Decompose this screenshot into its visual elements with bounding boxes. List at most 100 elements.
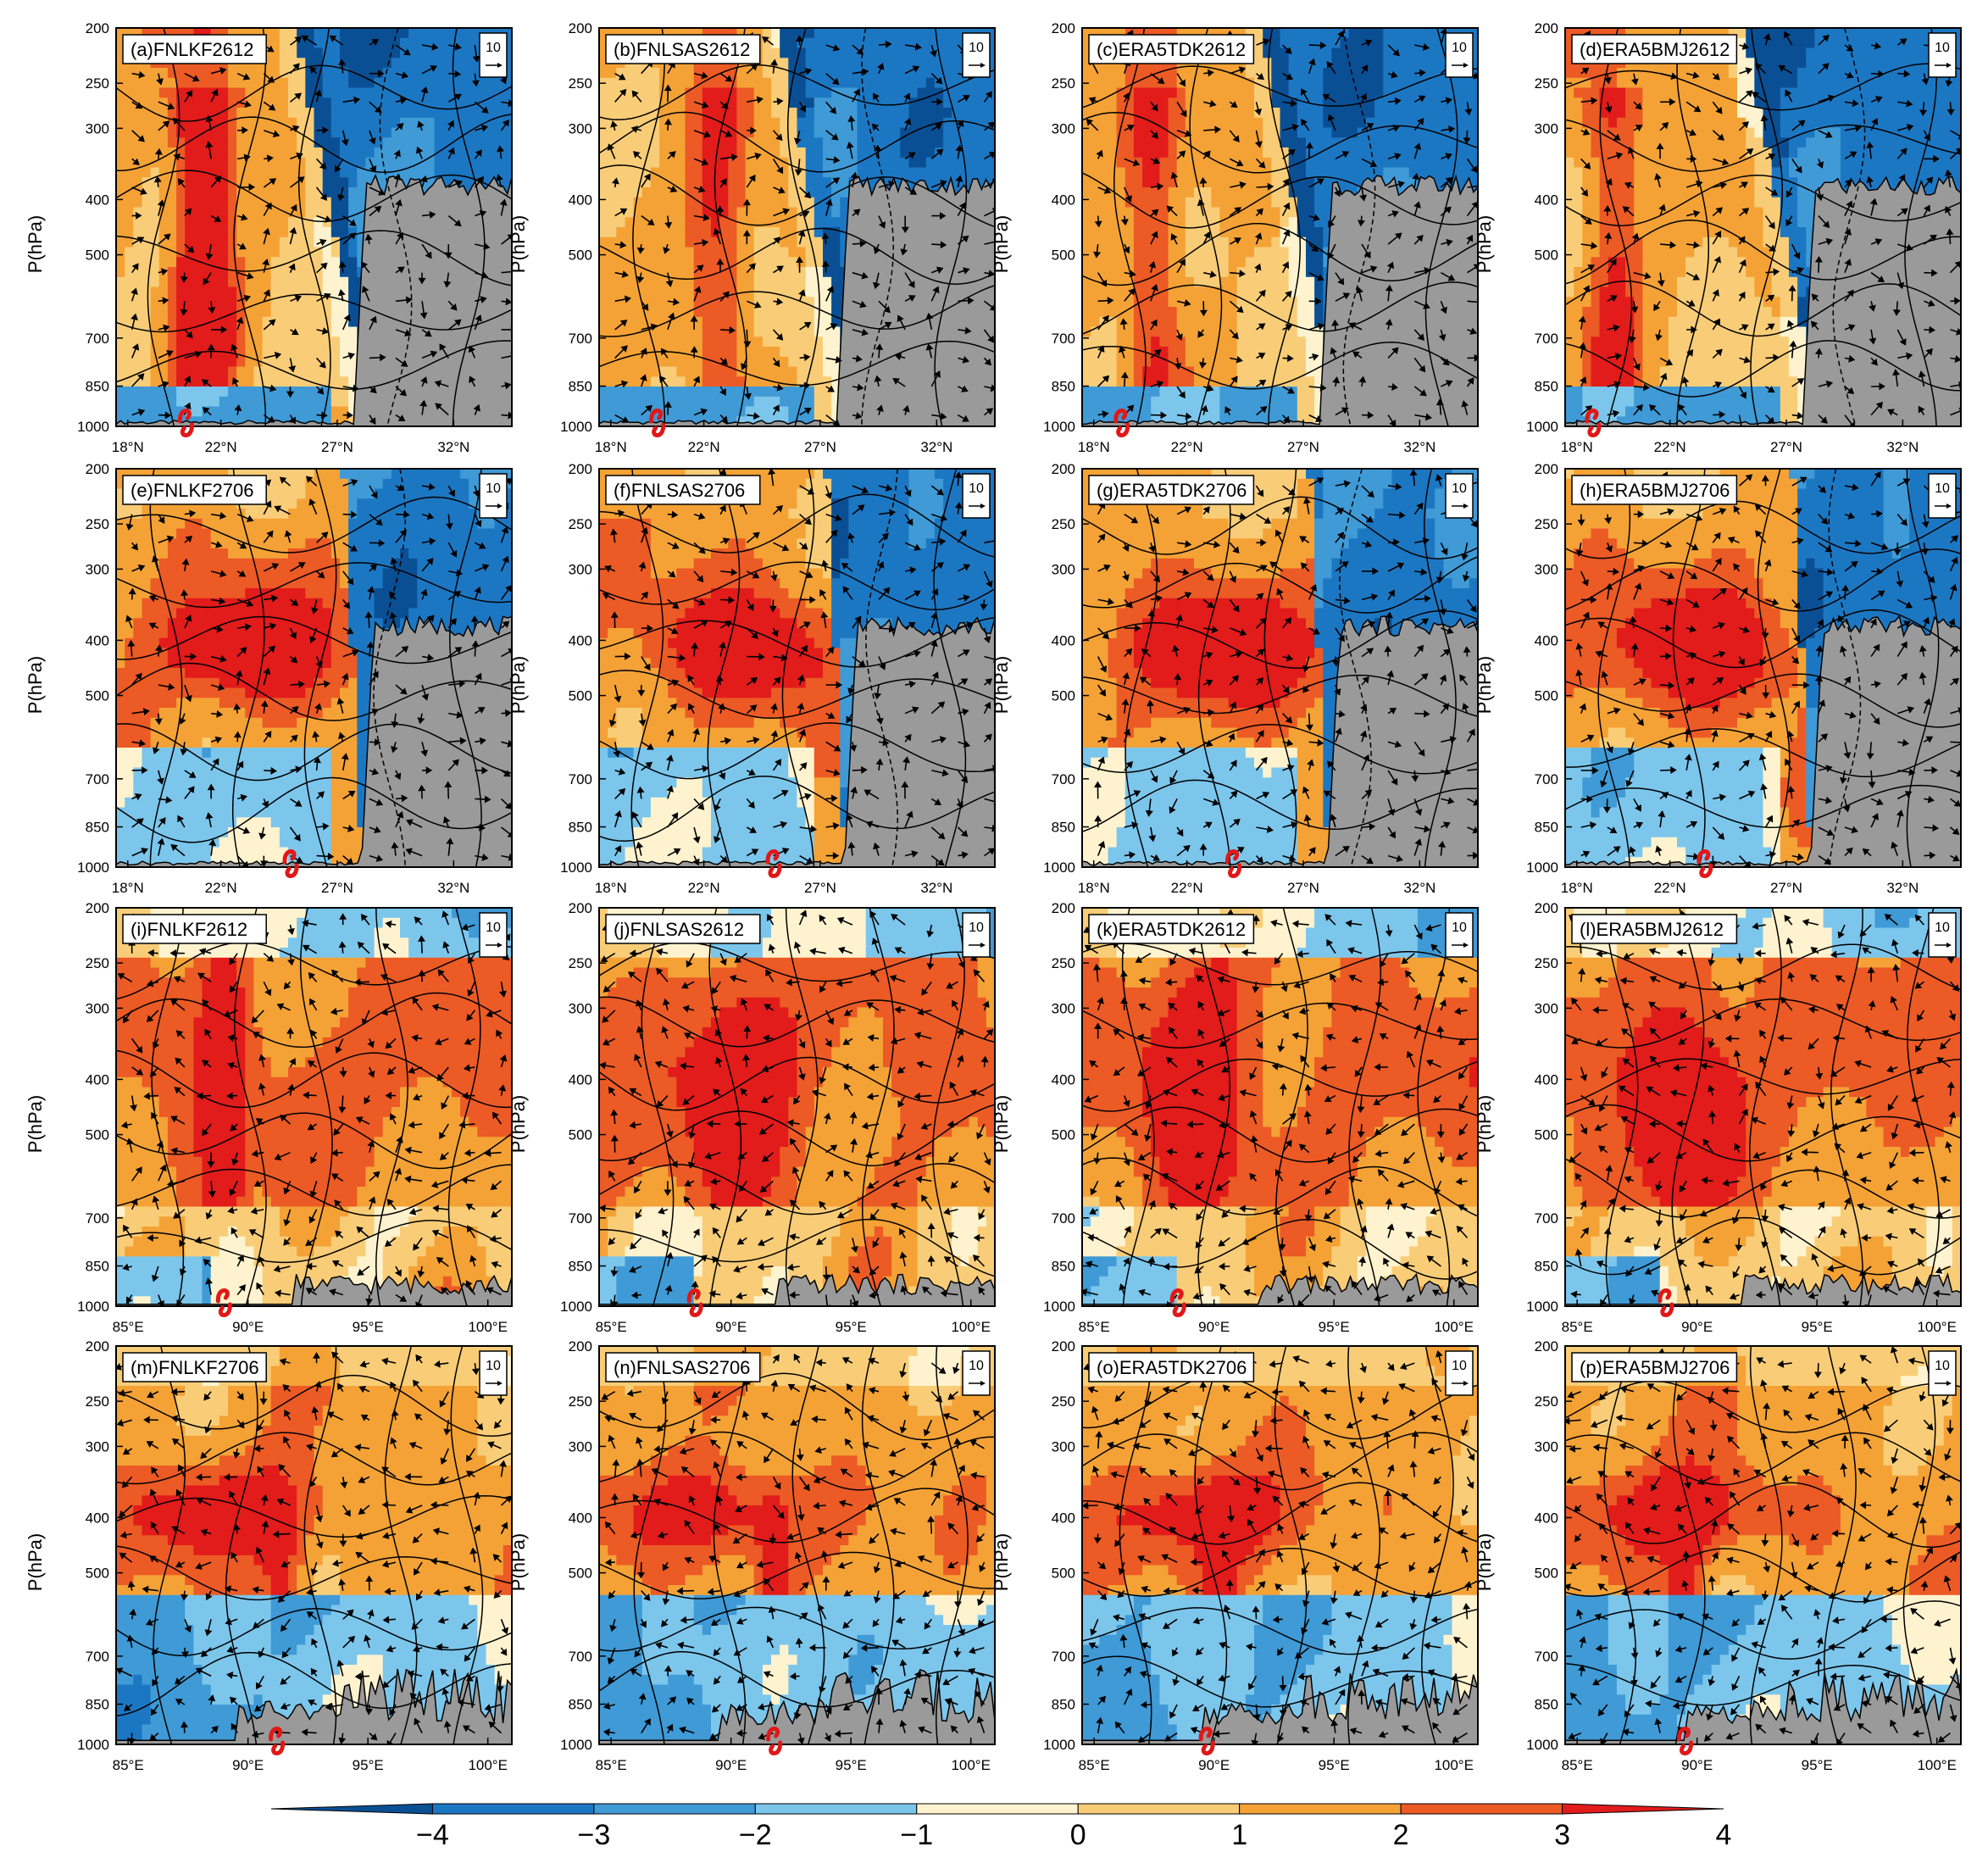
field-cell bbox=[891, 147, 901, 158]
field-cell bbox=[331, 208, 341, 218]
field-cell bbox=[676, 208, 686, 218]
x-tick-label: 27°N bbox=[804, 439, 836, 455]
field-cell bbox=[711, 97, 720, 108]
field-cell bbox=[711, 407, 720, 417]
field-cell bbox=[245, 227, 254, 237]
field-cell bbox=[357, 187, 366, 197]
field-cell bbox=[340, 277, 349, 287]
field-cell bbox=[348, 108, 358, 118]
field-cell bbox=[168, 277, 177, 287]
field-cell bbox=[417, 97, 426, 108]
field-cell bbox=[314, 48, 324, 58]
field-cell bbox=[1349, 58, 1358, 68]
field-cell bbox=[331, 68, 341, 78]
field-cell bbox=[642, 367, 652, 377]
field-cell bbox=[391, 48, 401, 58]
field-cell bbox=[686, 237, 695, 248]
field-cell bbox=[203, 208, 212, 218]
field-cell bbox=[357, 88, 366, 98]
field-cell bbox=[866, 68, 875, 78]
field-cell bbox=[280, 177, 289, 187]
field-cell bbox=[806, 287, 815, 298]
field-cell bbox=[503, 128, 513, 138]
field-cell bbox=[763, 108, 772, 118]
field-cell bbox=[203, 397, 212, 407]
field-cell bbox=[1091, 78, 1100, 88]
field-cell bbox=[185, 158, 194, 168]
field-cell bbox=[288, 168, 297, 178]
field-cell bbox=[823, 48, 832, 58]
field-cell bbox=[331, 407, 341, 417]
field-cell bbox=[245, 397, 254, 407]
field-cell bbox=[866, 137, 875, 147]
field-cell bbox=[831, 347, 841, 357]
field-cell bbox=[806, 387, 815, 397]
field-cell bbox=[1383, 97, 1392, 108]
field-cell bbox=[943, 147, 952, 158]
field-cell bbox=[211, 277, 220, 287]
field-cell bbox=[686, 177, 695, 187]
field-cell bbox=[495, 158, 504, 168]
field-cell bbox=[125, 277, 134, 287]
field-cell bbox=[719, 327, 729, 337]
field-cell bbox=[686, 217, 695, 227]
field-cell bbox=[651, 287, 660, 298]
field-cell bbox=[460, 48, 469, 58]
field-cell bbox=[702, 187, 712, 197]
field-cell bbox=[1331, 78, 1341, 88]
field-cell bbox=[417, 158, 426, 168]
field-cell bbox=[754, 257, 764, 267]
field-cell bbox=[616, 217, 625, 227]
field-cell bbox=[608, 317, 617, 327]
field-cell bbox=[271, 137, 280, 147]
field-cell bbox=[736, 177, 746, 187]
y-tick-label: 500 bbox=[569, 248, 592, 264]
field-cell bbox=[814, 38, 824, 48]
field-cell bbox=[780, 38, 789, 48]
field-cell bbox=[634, 397, 643, 407]
field-cell bbox=[426, 137, 436, 147]
field-cell bbox=[193, 227, 203, 237]
field-cell bbox=[1418, 58, 1427, 68]
field-cell bbox=[271, 187, 280, 197]
field-cell bbox=[711, 376, 720, 387]
field-cell bbox=[443, 38, 453, 48]
field-cell bbox=[168, 367, 177, 377]
field-cell bbox=[754, 128, 764, 138]
field-cell bbox=[1426, 97, 1435, 108]
field-cell bbox=[642, 78, 652, 88]
field-cell bbox=[203, 287, 212, 298]
field-cell bbox=[659, 137, 669, 147]
field-cell bbox=[797, 277, 807, 287]
field-cell bbox=[771, 347, 780, 357]
field-cell bbox=[788, 38, 797, 48]
field-cell bbox=[823, 267, 832, 277]
field-cell bbox=[391, 97, 401, 108]
field-cell bbox=[668, 376, 677, 387]
field-cell bbox=[176, 387, 186, 397]
field-cell bbox=[116, 347, 125, 357]
field-cell bbox=[780, 407, 789, 417]
field-cell bbox=[151, 197, 160, 208]
field-cell bbox=[400, 147, 409, 158]
field-cell bbox=[831, 227, 841, 237]
field-cell bbox=[952, 158, 961, 168]
field-cell bbox=[297, 237, 306, 248]
field-cell bbox=[1254, 28, 1263, 38]
field-cell bbox=[676, 327, 686, 337]
reference-vector-label: 10 bbox=[486, 41, 501, 55]
field-cell bbox=[133, 78, 142, 88]
field-cell bbox=[151, 88, 160, 98]
field-cell bbox=[659, 227, 669, 237]
field-cell bbox=[883, 97, 892, 108]
field-cell bbox=[228, 297, 237, 307]
field-cell bbox=[659, 297, 669, 307]
field-cell bbox=[159, 307, 169, 317]
field-cell bbox=[176, 257, 186, 267]
field-cell bbox=[848, 128, 858, 138]
field-cell bbox=[918, 108, 927, 118]
field-cell bbox=[686, 397, 695, 407]
field-cell bbox=[469, 68, 478, 78]
field-cell bbox=[831, 208, 841, 218]
field-cell bbox=[840, 38, 849, 48]
